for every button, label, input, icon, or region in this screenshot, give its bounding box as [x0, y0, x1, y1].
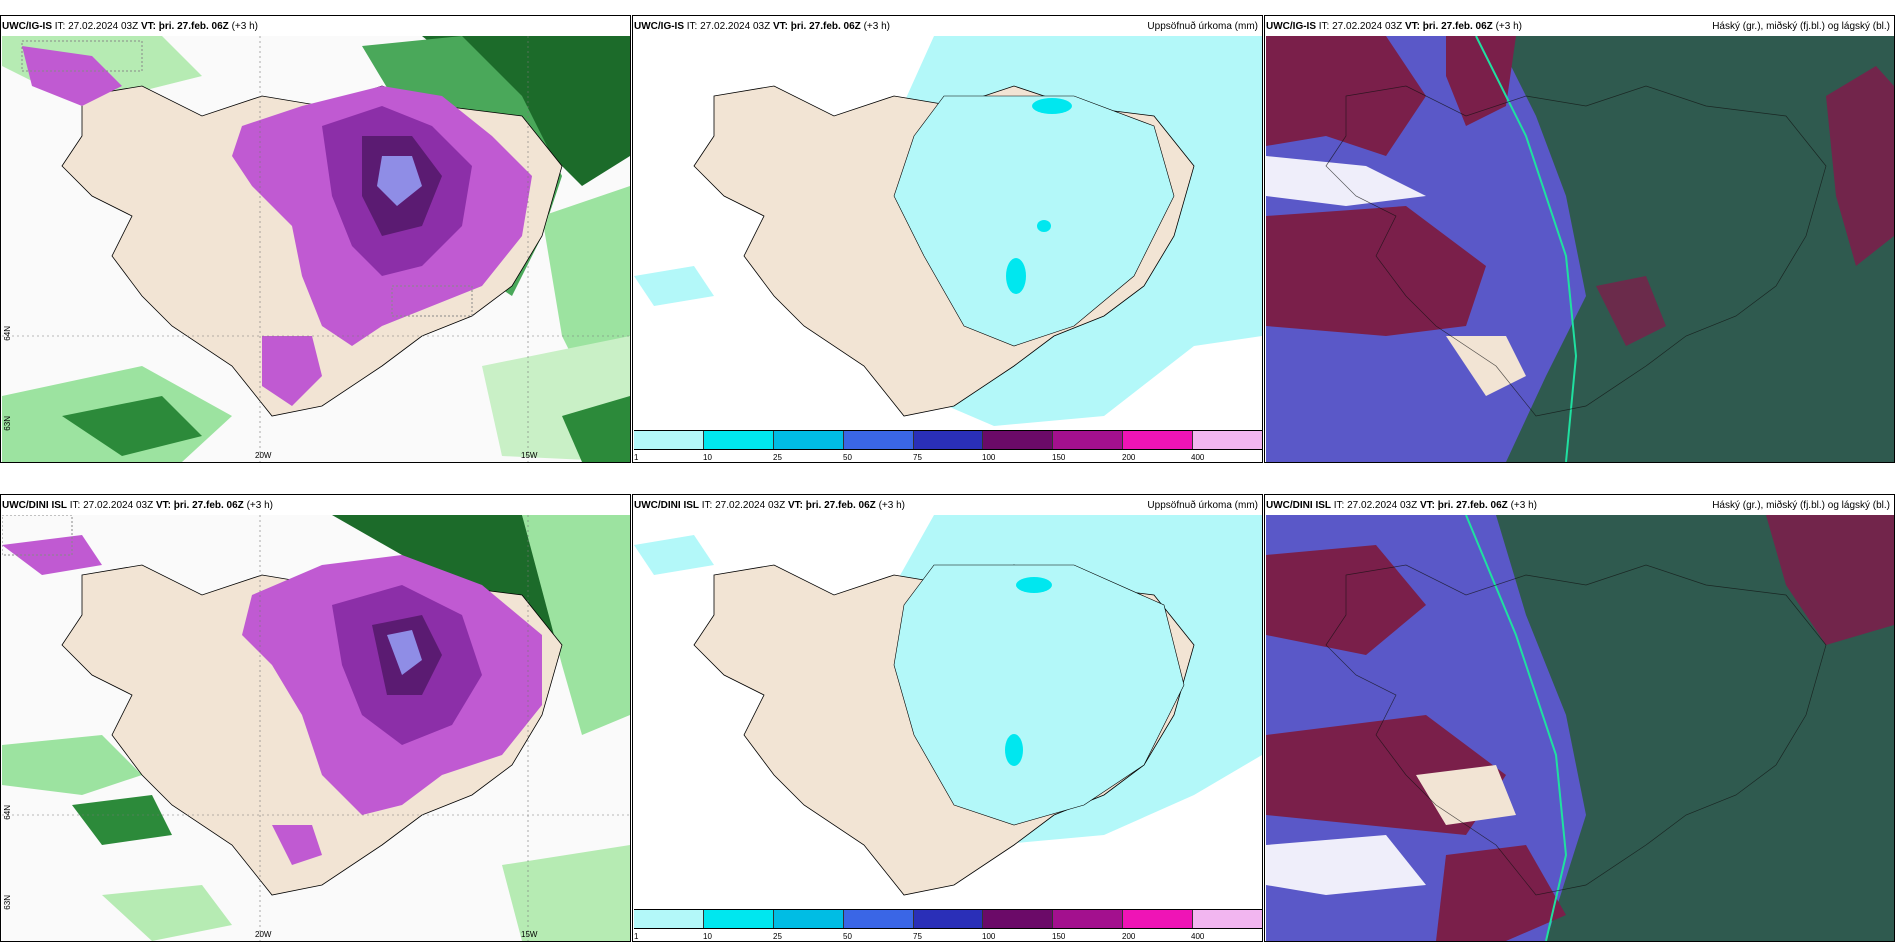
colorbar-label: 50 [843, 453, 852, 462]
colorbar-segment [703, 431, 774, 449]
cloud-map-panel-row0: UWC/IG-IS IT: 27.02.2024 03Z VT: þri. 27… [1264, 15, 1895, 463]
colorbar-label: 1 [634, 932, 639, 941]
colorbar-label: 100 [982, 932, 996, 941]
colorbar-label: 400 [1191, 453, 1205, 462]
colorbar-label: 150 [1052, 932, 1066, 941]
colorbar-segment [983, 910, 1054, 928]
panel-title: UWC/DINI ISL IT: 27.02.2024 03Z VT: þri.… [1266, 500, 1537, 511]
colorbar-label: 50 [843, 932, 852, 941]
precip-map-panel-row0: UWC/IG-IS IT: 27.02.2024 03Z VT: þri. 27… [632, 15, 1263, 463]
colorbar-segment [773, 431, 844, 449]
colorbar-label: 75 [913, 932, 922, 941]
colorbar-label: 10 [703, 453, 712, 462]
colorbar-label: 200 [1122, 932, 1136, 941]
lon-label-20w: 20W [255, 451, 272, 460]
colorbar-segment [843, 910, 914, 928]
colorbar-segment [983, 431, 1054, 449]
cloud-map [1266, 36, 1894, 462]
lat-label-63n: 63N [3, 895, 12, 910]
lat-label-64n: 64N [3, 326, 12, 341]
wind-snow-map-panel-row0: UWC/IG-IS IT: 27.02.2024 03Z VT: þri. 27… [0, 15, 631, 463]
lon-label-20w: 20W [255, 930, 272, 939]
lat-label-63n: 63N [3, 416, 12, 431]
lon-label-15w: 15W [521, 451, 538, 460]
precip-colorbar [634, 430, 1262, 450]
colorbar-segment [703, 910, 774, 928]
colorbar-segment [1123, 910, 1194, 928]
cloud-map-panel-row1: UWC/DINI ISL IT: 27.02.2024 03Z VT: þri.… [1264, 494, 1895, 942]
colorbar-segment [913, 910, 984, 928]
cloud-map [1266, 515, 1894, 941]
colorbar-segment [913, 431, 984, 449]
colorbar-segment [1053, 910, 1124, 928]
colorbar-label: 1 [634, 453, 639, 462]
colorbar-label: 150 [1052, 453, 1066, 462]
precip-map [634, 36, 1262, 436]
panel-title: UWC/IG-IS IT: 27.02.2024 03Z VT: þri. 27… [634, 21, 890, 32]
colorbar-segment [843, 431, 914, 449]
colorbar-label: 75 [913, 453, 922, 462]
colorbar-segment [1053, 431, 1124, 449]
precip-colorbar [634, 909, 1262, 929]
panel-title: UWC/DINI ISL IT: 27.02.2024 03Z VT: þri.… [2, 500, 273, 511]
colorbar-label: 100 [982, 453, 996, 462]
colorbar-segment [1123, 431, 1194, 449]
cloud-title: Háský (gr.), miðský (fj.bl.) og lágský (… [1712, 500, 1890, 511]
panel-title: UWC/IG-IS IT: 27.02.2024 03Z VT: þri. 27… [1266, 21, 1522, 32]
colorbar-label: 25 [773, 932, 782, 941]
precip-map-panel-row1: UWC/DINI ISL IT: 27.02.2024 03Z VT: þri.… [632, 494, 1263, 942]
panel-title: UWC/IG-IS IT: 27.02.2024 03Z VT: þri. 27… [2, 21, 258, 32]
colorbar-segment [773, 910, 844, 928]
wind-snow-map-panel-row1: UWC/DINI ISL IT: 27.02.2024 03Z VT: þri.… [0, 494, 631, 942]
lat-label-64n: 64N [3, 805, 12, 820]
precip-title: Uppsöfnuð úrkoma (mm) [1147, 500, 1258, 511]
panel-title: UWC/DINI ISL IT: 27.02.2024 03Z VT: þri.… [634, 500, 905, 511]
wind-snow-map [2, 36, 630, 462]
colorbar-segment [1193, 910, 1262, 928]
colorbar-label: 400 [1191, 932, 1205, 941]
colorbar-segment [634, 431, 704, 449]
colorbar-segment [1193, 431, 1262, 449]
colorbar-label: 200 [1122, 453, 1136, 462]
cloud-title: Háský (gr.), miðský (fj.bl.) og lágský (… [1712, 21, 1890, 32]
colorbar-label: 25 [773, 453, 782, 462]
precip-map [634, 515, 1262, 915]
precip-title: Uppsöfnuð úrkoma (mm) [1147, 21, 1258, 32]
colorbar-segment [634, 910, 704, 928]
colorbar-label: 10 [703, 932, 712, 941]
lon-label-15w: 15W [521, 930, 538, 939]
wind-snow-map [2, 515, 630, 941]
